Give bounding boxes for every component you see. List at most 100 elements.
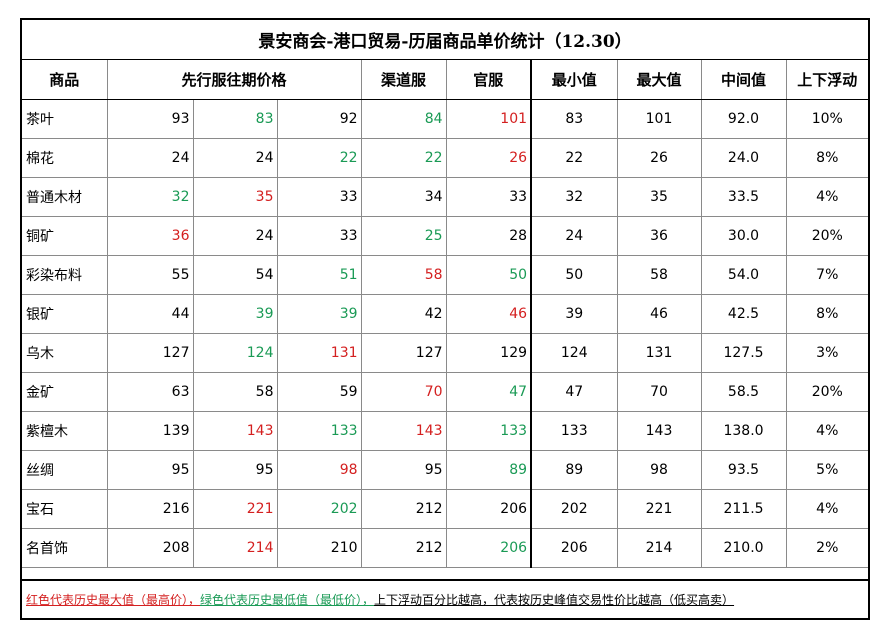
price-sheet: 景安商会-港口贸易-历届商品单价统计（12.30） 商品 先行服往期价格 渠道服… [20, 18, 870, 620]
product-name-cell: 银矿 [22, 293, 108, 334]
table-row: 名首饰 208 214 210 212 206 206 214 210.0 2% [22, 527, 869, 568]
mid-value-cell: 211.5 [700, 488, 787, 529]
past-price-cell: 221 [192, 488, 278, 529]
min-value-cell: 24 [530, 215, 618, 256]
legend-note: 红色代表历史最大值（最高价）， 绿色代表历史最低值（最低价）， 上下浮动百分比越… [22, 579, 868, 618]
channel-price-cell: 127 [360, 332, 447, 373]
past-price-cell: 36 [106, 215, 194, 256]
official-price-cell: 28 [445, 215, 533, 256]
mid-value-cell: 138.0 [700, 410, 787, 451]
past-price-cell: 39 [192, 293, 278, 334]
table-row: 银矿 44 39 39 42 46 39 46 42.5 8% [22, 293, 869, 334]
past-price-cell: 95 [192, 449, 278, 490]
official-price-cell: 101 [445, 98, 533, 139]
product-name-cell: 紫檀木 [22, 410, 108, 451]
official-price-cell: 133 [445, 410, 533, 451]
past-price-cell: 92 [276, 98, 362, 139]
min-value-cell: 206 [530, 527, 618, 568]
min-value-cell: 83 [530, 98, 618, 139]
past-price-cell: 131 [276, 332, 362, 373]
channel-price-cell: 70 [360, 371, 447, 412]
min-value-cell: 50 [530, 254, 618, 295]
past-price-cell: 39 [276, 293, 362, 334]
header-past-prices: 先行服往期价格 [106, 60, 362, 100]
past-price-cell: 24 [192, 137, 278, 178]
mid-value-cell: 58.5 [700, 371, 787, 412]
min-value-cell: 39 [530, 293, 618, 334]
header-channel: 渠道服 [360, 60, 447, 100]
past-price-cell: 58 [192, 371, 278, 412]
past-price-cell: 208 [106, 527, 194, 568]
official-price-cell: 50 [445, 254, 533, 295]
past-price-cell: 59 [276, 371, 362, 412]
header-min: 最小值 [530, 60, 618, 100]
float-value-cell: 4% [785, 488, 869, 529]
official-price-cell: 47 [445, 371, 533, 412]
table-row: 茶叶 93 83 92 84 101 83 101 92.0 10% [22, 98, 869, 139]
min-value-cell: 47 [530, 371, 618, 412]
past-price-cell: 139 [106, 410, 194, 451]
price-table: 商品 先行服往期价格 渠道服 官服 最小值 最大值 中间值 上下浮动 茶叶 93 8… [22, 60, 869, 568]
product-name-cell: 宝石 [22, 488, 108, 529]
official-price-cell: 33 [445, 176, 533, 217]
channel-price-cell: 34 [360, 176, 447, 217]
channel-price-cell: 212 [360, 527, 447, 568]
header-product: 商品 [22, 60, 108, 100]
float-value-cell: 20% [785, 371, 869, 412]
mid-value-cell: 54.0 [700, 254, 787, 295]
mid-value-cell: 42.5 [700, 293, 787, 334]
max-value-cell: 143 [616, 410, 702, 451]
past-price-cell: 35 [192, 176, 278, 217]
product-name-cell: 金矿 [22, 371, 108, 412]
past-price-cell: 32 [106, 176, 194, 217]
product-name-cell: 普通木材 [22, 176, 108, 217]
max-value-cell: 214 [616, 527, 702, 568]
past-price-cell: 95 [106, 449, 194, 490]
table-row: 普通木材 32 35 33 34 33 32 35 33.5 4% [22, 176, 869, 217]
max-value-cell: 36 [616, 215, 702, 256]
header-row: 商品 先行服往期价格 渠道服 官服 最小值 最大值 中间值 上下浮动 [22, 60, 869, 100]
float-value-cell: 2% [785, 527, 869, 568]
max-value-cell: 58 [616, 254, 702, 295]
past-price-cell: 44 [106, 293, 194, 334]
max-value-cell: 101 [616, 98, 702, 139]
channel-price-cell: 25 [360, 215, 447, 256]
product-name-cell: 铜矿 [22, 215, 108, 256]
channel-price-cell: 22 [360, 137, 447, 178]
product-name-cell: 棉花 [22, 137, 108, 178]
float-value-cell: 7% [785, 254, 869, 295]
table-row: 丝绸 95 95 98 95 89 89 98 93.5 5% [22, 449, 869, 490]
product-name-cell: 乌木 [22, 332, 108, 373]
max-value-cell: 46 [616, 293, 702, 334]
official-price-cell: 129 [445, 332, 533, 373]
mid-value-cell: 127.5 [700, 332, 787, 373]
max-value-cell: 98 [616, 449, 702, 490]
float-value-cell: 10% [785, 98, 869, 139]
min-value-cell: 202 [530, 488, 618, 529]
legend-green-note: 绿色代表历史最低值（最低价）， [200, 593, 375, 607]
past-price-cell: 24 [192, 215, 278, 256]
max-value-cell: 221 [616, 488, 702, 529]
header-float: 上下浮动 [785, 60, 869, 100]
official-price-cell: 89 [445, 449, 533, 490]
table-row: 宝石 216 221 202 212 206 202 221 211.5 4% [22, 488, 869, 529]
float-value-cell: 3% [785, 332, 869, 373]
max-value-cell: 35 [616, 176, 702, 217]
past-price-cell: 202 [276, 488, 362, 529]
mid-value-cell: 210.0 [700, 527, 787, 568]
official-price-cell: 206 [445, 488, 533, 529]
product-name-cell: 彩染布料 [22, 254, 108, 295]
table-row: 紫檀木 139 143 133 143 133 133 143 138.0 4% [22, 410, 869, 451]
past-price-cell: 98 [276, 449, 362, 490]
mid-value-cell: 92.0 [700, 98, 787, 139]
past-price-cell: 133 [276, 410, 362, 451]
mid-value-cell: 93.5 [700, 449, 787, 490]
channel-price-cell: 84 [360, 98, 447, 139]
official-price-cell: 206 [445, 527, 533, 568]
past-price-cell: 93 [106, 98, 194, 139]
float-value-cell: 5% [785, 449, 869, 490]
past-price-cell: 210 [276, 527, 362, 568]
past-price-cell: 22 [276, 137, 362, 178]
past-price-cell: 124 [192, 332, 278, 373]
float-value-cell: 4% [785, 410, 869, 451]
